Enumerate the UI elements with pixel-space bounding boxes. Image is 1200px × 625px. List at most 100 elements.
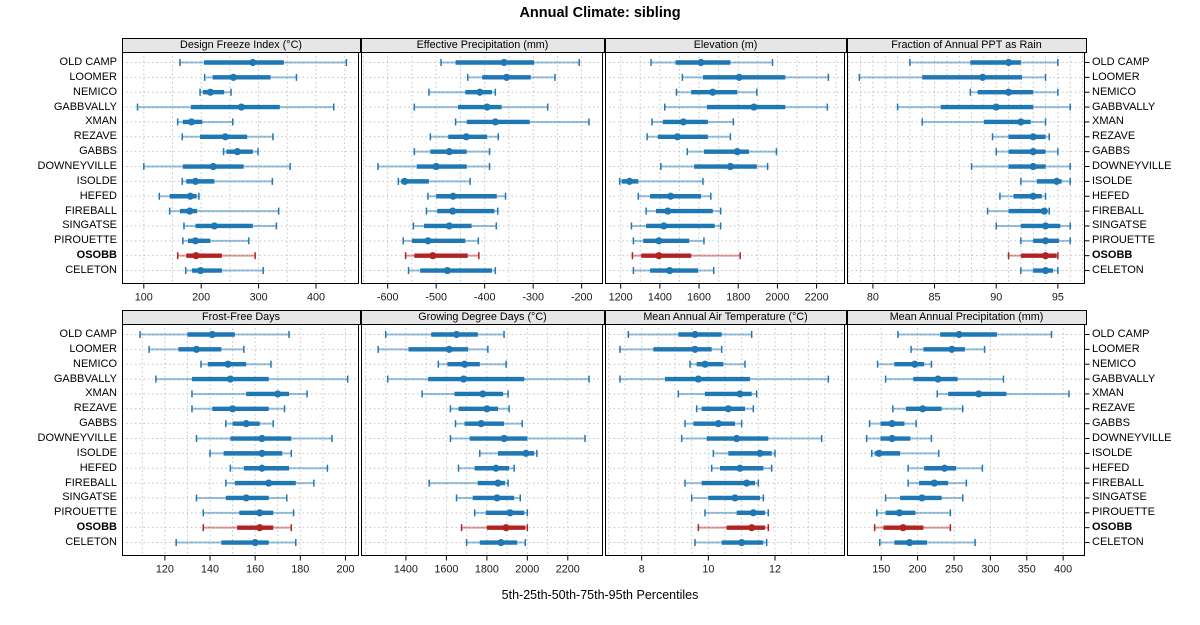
- station-labels-bottom-right: OLD CAMP LOOMER NEMICO GABBVALLY XMAN REZAVE G…: [1092, 324, 1200, 556]
- percentile-interval-gabbvally: [386, 375, 590, 383]
- median-dot: [499, 58, 508, 67]
- median-dot: [196, 266, 204, 275]
- station-label-singatse: SINGATSE: [62, 491, 117, 504]
- median-dot: [223, 360, 232, 368]
- median-dot: [475, 88, 483, 96]
- percentile-interval-isolde: [712, 449, 776, 457]
- percentile-interval-fireball: [644, 207, 721, 215]
- station-label-gabbs: GABBS: [79, 417, 117, 430]
- median-dot: [229, 73, 237, 81]
- median-dot: [233, 148, 241, 156]
- percentile-interval-osobb: [631, 252, 741, 260]
- panel-canvas: 150 200 250 300 350 400: [846, 324, 1089, 576]
- percentile-interval-pirouette: [202, 509, 294, 517]
- station-label-osobb: OSOBB: [76, 249, 117, 262]
- percentile-interval-loomer: [466, 73, 556, 81]
- median-dot: [192, 345, 200, 353]
- station-label-old-camp: OLD CAMP: [1092, 328, 1150, 340]
- x-tick-label: 1800: [726, 292, 750, 304]
- x-tick-label: 90: [990, 292, 1002, 304]
- median-dot: [905, 538, 913, 547]
- percentile-interval-downeyville: [449, 434, 586, 443]
- strip-mean-annual-precipitation: Mean Annual Precipitation (mm): [846, 310, 1087, 325]
- percentile-interval-loomer: [858, 73, 1046, 81]
- median-dot: [874, 449, 883, 457]
- panel-canvas: 1400 1600 1800 2000 2200: [360, 324, 603, 576]
- percentile-interval-singatse: [182, 222, 277, 230]
- x-tick-label: 1600: [687, 292, 711, 304]
- panel-border: [846, 52, 1085, 284]
- x-tick-label: 2000: [515, 564, 539, 576]
- station-labels-top-right: OLD CAMP LOOMER NEMICO GABBVALLY XMAN REZAVE G…: [1092, 52, 1200, 284]
- median-dot: [737, 538, 745, 547]
- percentile-interval-hefed: [906, 464, 983, 472]
- median-dot: [491, 118, 499, 126]
- median-dot: [947, 345, 955, 353]
- station-label-isolde: ISOLDE: [76, 446, 117, 459]
- percentile-interval-osobb: [1007, 252, 1059, 260]
- station-labels-bottom-left: OLD CAMP LOOMER NEMICO GABBVALLY XMAN REZAVE G…: [0, 324, 117, 556]
- station-label-isolde: ISOLDE: [1092, 174, 1133, 187]
- percentile-interval-downeyville: [680, 434, 822, 443]
- median-dot: [257, 449, 266, 457]
- percentile-interval-loomer: [376, 345, 489, 353]
- median-dot: [499, 434, 508, 443]
- chart-title: Annual Climate: sibling: [519, 5, 681, 21]
- percentile-interval-osobb: [404, 252, 480, 260]
- percentile-interval-osobb: [176, 252, 256, 260]
- percentile-interval-nemico: [199, 360, 272, 368]
- strip-effective-precipitation: Effective Precipitation (mm): [360, 38, 605, 53]
- station-label-osobb: OSOBB: [1092, 521, 1133, 534]
- median-dot: [910, 360, 918, 368]
- percentile-interval-pirouette: [401, 237, 479, 245]
- median-dot: [888, 420, 896, 428]
- panel-border: [604, 324, 845, 556]
- x-tick-label: 10: [702, 564, 714, 576]
- median-dot: [1041, 222, 1049, 230]
- percentile-interval-gabbs: [413, 148, 490, 156]
- median-dot: [917, 494, 926, 502]
- median-dot: [460, 360, 468, 368]
- percentile-interval-gabbvally: [663, 103, 828, 111]
- percentile-interval-rezave: [190, 405, 285, 413]
- median-dot: [708, 88, 716, 96]
- median-dot: [898, 524, 907, 532]
- panel-canvas: 8 10 12: [604, 324, 845, 576]
- median-dot: [1029, 148, 1037, 156]
- station-label-nemico: NEMICO: [1092, 85, 1136, 98]
- panel-canvas: 1200 1400 1600 1800 2000 2200: [604, 52, 845, 304]
- station-label-gabbvally: GABBVALLY: [1092, 100, 1156, 113]
- panel-effective-precipitation: -600 -500 -400 -300 -200: [360, 52, 603, 304]
- percentile-interval-rezave: [449, 405, 510, 413]
- median-dot: [714, 420, 722, 428]
- station-label-downeyville: DOWNEYVILLE: [37, 160, 117, 173]
- median-dot: [654, 237, 662, 245]
- percentile-interval-celeton: [174, 538, 297, 547]
- median-dot: [242, 420, 250, 428]
- median-dot: [273, 390, 281, 398]
- percentile-interval-isolde: [1019, 177, 1071, 185]
- median-dot: [732, 434, 740, 443]
- station-label-xman: XMAN: [1092, 115, 1124, 128]
- strip-design-freeze-index: Design Freeze Index (°C): [121, 38, 361, 53]
- strip-growing-degree-days: Growing Degree Days (°C): [360, 310, 605, 325]
- median-dot: [478, 390, 486, 398]
- station-label-singatse: SINGATSE: [62, 219, 117, 232]
- station-label-xman: XMAN: [85, 115, 117, 128]
- strip-fraction-ppt-rain: Fraction of Annual PPT as Rain: [846, 38, 1087, 53]
- station-label-hefed: HEFED: [1092, 461, 1130, 474]
- panel-border: [360, 52, 603, 284]
- median-dot: [1029, 133, 1037, 141]
- station-label-singatse: SINGATSE: [1092, 491, 1147, 504]
- median-dot: [1029, 192, 1037, 200]
- percentile-interval-fireball: [683, 479, 759, 487]
- station-label-old-camp: OLD CAMP: [59, 328, 117, 340]
- median-dot: [888, 434, 896, 443]
- strip-elevation: Elevation (m): [604, 38, 847, 53]
- x-tick-label: 8: [638, 564, 644, 576]
- percentile-interval-celeton: [693, 538, 767, 547]
- percentile-interval-fireball: [425, 207, 499, 215]
- percentile-interval-hefed: [457, 464, 515, 472]
- median-dot: [690, 330, 699, 339]
- percentile-interval-downeyville: [376, 162, 490, 171]
